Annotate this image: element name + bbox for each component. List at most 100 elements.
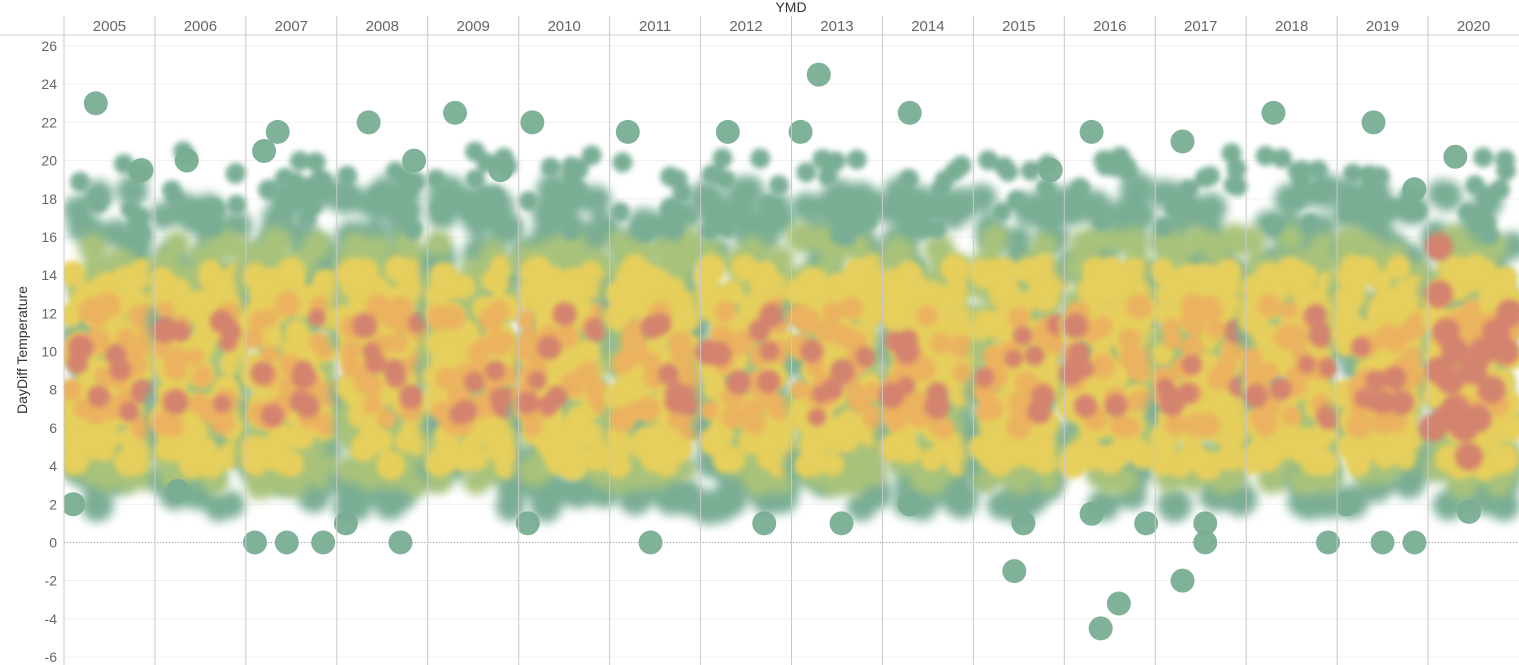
density-blob xyxy=(425,169,446,190)
density-blob xyxy=(516,391,539,415)
density-blob xyxy=(791,191,823,224)
outlier-point xyxy=(443,100,468,125)
density-blob xyxy=(435,367,458,390)
outlier-point xyxy=(515,511,540,536)
outlier-point xyxy=(638,530,663,555)
density-blob xyxy=(1221,337,1245,362)
density-blob xyxy=(386,332,408,354)
density-blob xyxy=(1118,328,1141,352)
density-blob xyxy=(759,340,780,361)
density-blob xyxy=(1110,466,1139,495)
outlier-point xyxy=(1261,100,1286,125)
density-blob xyxy=(484,186,505,207)
density-blob xyxy=(820,451,845,477)
density-blob xyxy=(527,371,547,391)
y-tick-label: 2 xyxy=(49,496,57,512)
density-blob xyxy=(192,366,214,388)
density-blob xyxy=(1173,195,1194,216)
density-blob xyxy=(1177,440,1208,470)
outlier-point xyxy=(242,530,267,555)
density-blob xyxy=(342,340,363,360)
density-blob xyxy=(1473,147,1494,168)
density-blob xyxy=(156,301,175,320)
y-tick-label: 24 xyxy=(41,76,57,92)
y-tick-label: -2 xyxy=(45,573,58,589)
density-band-4 xyxy=(1350,337,1415,416)
density-blob xyxy=(1336,432,1365,460)
density-blob xyxy=(1383,366,1407,390)
density-blob xyxy=(581,145,602,166)
density-blob xyxy=(1392,466,1426,500)
density-blob xyxy=(336,184,357,205)
density-blob xyxy=(975,402,994,421)
density-spikes xyxy=(336,161,426,240)
density-blob xyxy=(916,305,938,327)
density-blob xyxy=(314,413,338,437)
density-blob xyxy=(1030,232,1059,260)
density-blob xyxy=(170,321,191,342)
density-blob xyxy=(1263,215,1284,236)
density-blob xyxy=(1308,160,1329,181)
year-label-2007: 2007 xyxy=(275,18,308,35)
density-blob xyxy=(863,382,883,402)
density-blob xyxy=(1436,366,1465,395)
outlier-point xyxy=(1038,158,1063,183)
density-blob xyxy=(759,303,784,328)
density-blob xyxy=(1024,345,1045,366)
density-blob xyxy=(857,456,889,488)
density-blob xyxy=(927,416,947,435)
density-blob xyxy=(560,165,581,186)
outlier-point xyxy=(897,492,922,517)
density-blob xyxy=(983,258,1007,282)
density-blob xyxy=(495,491,526,522)
outlier-point xyxy=(806,62,831,87)
density-blob xyxy=(798,431,827,460)
density-blob xyxy=(295,393,320,418)
density-blob xyxy=(712,148,733,169)
y-tick-label: 10 xyxy=(41,344,57,360)
density-blob xyxy=(1226,158,1247,179)
density-blob xyxy=(1437,254,1464,281)
density-blob xyxy=(1104,393,1128,418)
density-blob xyxy=(978,150,999,171)
density-blob xyxy=(1273,324,1300,350)
outlier-point xyxy=(1134,511,1159,536)
density-blob xyxy=(826,271,854,300)
density-blob xyxy=(1221,143,1242,164)
density-year-2013 xyxy=(783,149,894,522)
density-blob xyxy=(1062,312,1089,339)
density-blob xyxy=(606,439,630,463)
x-axis-title: YMD xyxy=(775,0,806,15)
outlier-point xyxy=(715,119,740,144)
density-blob xyxy=(1464,404,1493,433)
density-blob xyxy=(1227,176,1248,197)
density-blob xyxy=(896,439,922,464)
density-blob xyxy=(944,161,965,182)
density-blob xyxy=(1281,405,1302,427)
density-blob xyxy=(631,220,652,241)
density-blob xyxy=(1074,394,1098,418)
density-blob xyxy=(1099,280,1124,304)
density-blob xyxy=(983,345,1006,369)
density-blob xyxy=(1350,337,1371,358)
density-band-4 xyxy=(66,334,155,422)
density-blob xyxy=(351,312,378,339)
density-blob xyxy=(758,195,779,216)
density-blob xyxy=(1310,231,1336,258)
density-blob xyxy=(1312,179,1333,200)
density-blob xyxy=(1271,148,1292,169)
density-blob xyxy=(440,305,466,330)
density-blob xyxy=(1257,294,1281,318)
density-blob xyxy=(1150,258,1175,282)
density-blob xyxy=(1090,353,1116,379)
density-blob xyxy=(308,308,327,327)
density-blob xyxy=(561,220,582,241)
density-blob xyxy=(752,260,778,286)
density-band-3 xyxy=(1241,294,1333,437)
density-blob xyxy=(884,331,906,352)
density-blob xyxy=(401,356,420,376)
density-blob xyxy=(489,387,512,409)
density-spikes xyxy=(1065,146,1139,231)
